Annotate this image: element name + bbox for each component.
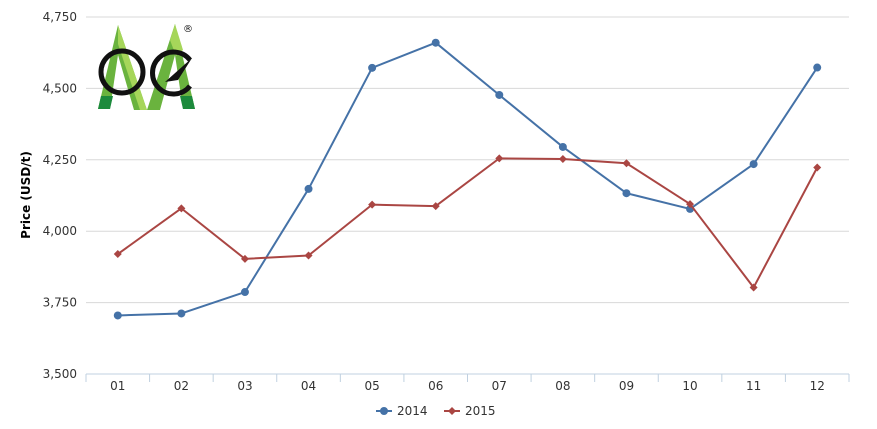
data-point-2014[interactable] — [177, 309, 186, 318]
data-point-2015[interactable] — [495, 154, 504, 163]
x-tick-label: 09 — [619, 379, 634, 393]
data-point-2015[interactable] — [240, 254, 249, 263]
data-point-2014[interactable] — [558, 142, 567, 151]
legend: 2014 2015 — [376, 404, 496, 418]
data-point-2015[interactable] — [622, 159, 631, 168]
logo-base-shade — [98, 96, 113, 109]
grid-lines — [86, 16, 849, 375]
data-point-2014[interactable] — [304, 184, 313, 193]
x-tick-label: 01 — [110, 379, 125, 393]
x-tick-label: 10 — [682, 379, 697, 393]
logo-base-shade-right — [180, 96, 195, 109]
logo-trademark: ® — [183, 24, 193, 35]
data-point-2014[interactable] — [749, 160, 758, 169]
data-point-2014[interactable] — [813, 63, 822, 72]
x-tick-label: 11 — [746, 379, 761, 393]
series-group — [113, 38, 822, 320]
data-point-2015[interactable] — [368, 200, 377, 209]
logo-swoosh — [165, 58, 192, 82]
data-point-2015[interactable] — [177, 204, 186, 213]
legend-item-2015[interactable]: 2015 — [444, 404, 496, 418]
x-tick-label: 08 — [555, 379, 570, 393]
x-tick-label: 07 — [492, 379, 507, 393]
data-point-2015[interactable] — [686, 200, 695, 209]
y-tick-label: 3,500 — [43, 367, 77, 381]
legend-marker — [380, 407, 388, 415]
data-point-2015[interactable] — [558, 154, 567, 163]
x-tick-label: 06 — [428, 379, 443, 393]
y-axis: 3,500 3,750 4,000 4,250 4,500 4,750 — [43, 10, 77, 381]
data-point-2014[interactable] — [495, 90, 504, 99]
y-tick-label: 4,000 — [43, 224, 77, 238]
y-tick-label: 3,750 — [43, 296, 77, 310]
company-logo: ® — [98, 24, 195, 110]
x-tick-label: 02 — [174, 379, 189, 393]
x-axis: 01 02 03 04 05 06 07 08 09 10 11 12 — [85, 374, 850, 393]
y-tick-label: 4,250 — [43, 153, 77, 167]
data-point-2014[interactable] — [113, 311, 122, 320]
series-line-2014 — [117, 41, 819, 317]
data-point-2014[interactable] — [240, 288, 249, 297]
x-tick-label: 05 — [364, 379, 379, 393]
logo-right-ring — [150, 49, 192, 97]
data-point-2015[interactable] — [113, 250, 122, 259]
legend-item-2014[interactable]: 2014 — [376, 404, 428, 418]
data-point-2015[interactable] — [304, 251, 313, 260]
x-tick-label: 03 — [237, 379, 252, 393]
legend-marker — [448, 407, 456, 415]
data-point-2015[interactable] — [749, 283, 758, 292]
logo-left-highlight — [118, 25, 147, 110]
x-tick-label: 04 — [301, 379, 316, 393]
logo-right-highlight — [170, 24, 183, 56]
y-tick-label: 4,500 — [43, 81, 77, 95]
logo-left-ring — [98, 48, 146, 96]
data-point-2015[interactable] — [813, 163, 822, 172]
legend-label: 2015 — [465, 404, 496, 418]
x-tick-label: 12 — [810, 379, 825, 393]
series-line-2015 — [117, 157, 819, 289]
data-point-2014[interactable] — [622, 189, 631, 198]
legend-label: 2014 — [397, 404, 428, 418]
data-point-2014[interactable] — [368, 63, 377, 72]
y-tick-label: 4,750 — [43, 10, 77, 24]
y-axis-title: Price (USD/t) — [19, 151, 33, 239]
data-point-2015[interactable] — [431, 202, 440, 211]
data-point-2014[interactable] — [431, 38, 440, 47]
